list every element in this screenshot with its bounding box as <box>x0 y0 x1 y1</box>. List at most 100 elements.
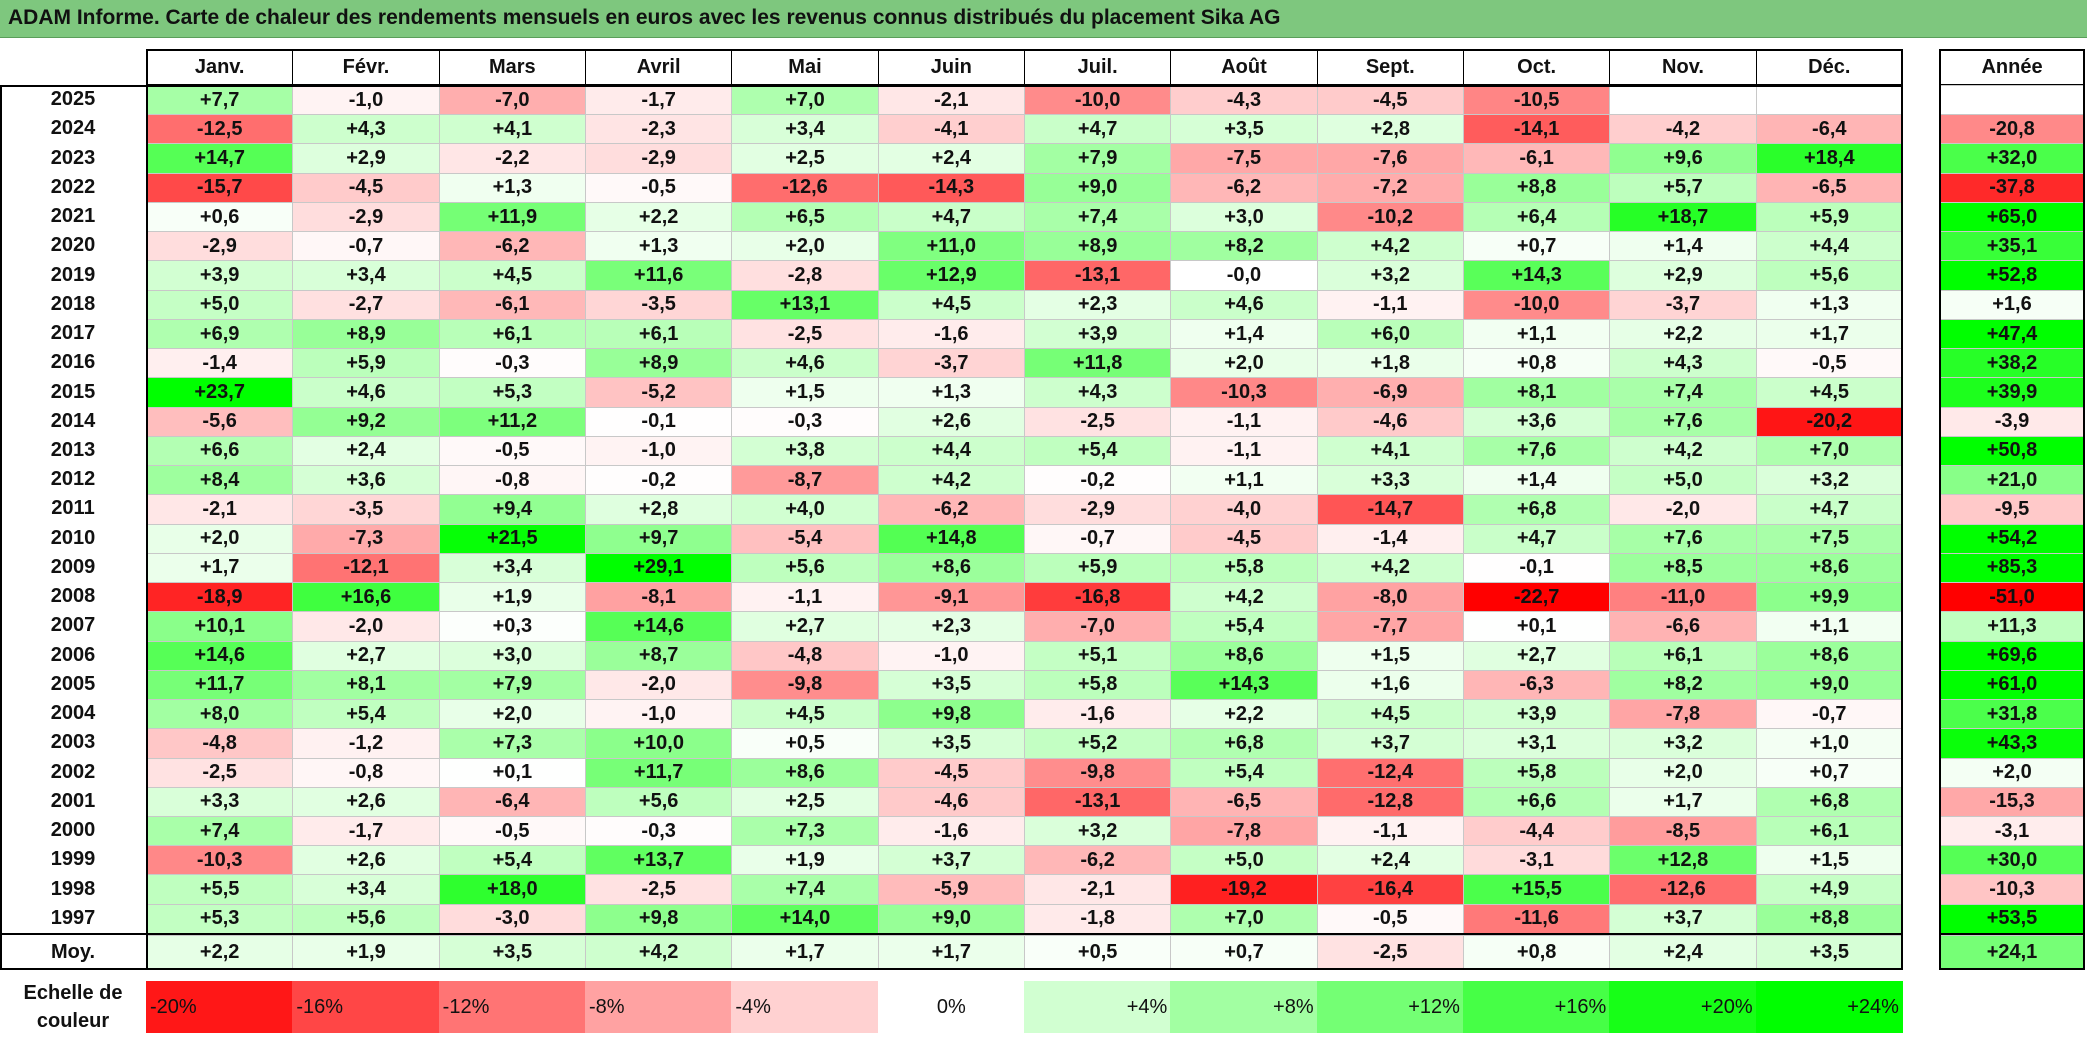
title-bar: ADAM Informe. Carte de chaleur des rende… <box>0 0 2087 38</box>
column-header: Août <box>1170 49 1318 85</box>
heatmap-cell: +3,4 <box>292 260 440 291</box>
heatmap-cell: -12,1 <box>292 552 440 584</box>
row-year-label: 2001 <box>50 789 96 812</box>
annual-cell: +65,0 <box>1939 201 2085 233</box>
heatmap-cell: +6,1 <box>584 318 733 350</box>
heatmap-cell: +5,8 <box>1023 669 1172 701</box>
annual-cell: -3,9 <box>1939 406 2085 437</box>
heatmap-cell: +5,9 <box>292 348 440 379</box>
annual-cell: +53,5 <box>1939 903 2085 934</box>
annual-cell: +85,3 <box>1939 552 2085 584</box>
heatmap-cell: -2,7 <box>292 289 440 320</box>
heatmap-cell: -1,6 <box>877 816 1025 847</box>
heatmap-cell: +1,1 <box>1755 611 1903 642</box>
heatmap-cell: +9,4 <box>438 494 586 525</box>
heatmap-cell: -4,6 <box>1316 406 1464 437</box>
heatmap-cell: -1,8 <box>1023 903 1172 934</box>
heatmap-cell: +5,3 <box>438 377 586 408</box>
heatmap-cell: +18,0 <box>438 874 586 905</box>
row-year-label: 2019 <box>50 263 96 286</box>
annual-cell: +43,3 <box>1939 728 2085 759</box>
heatmap-cell: +3,5 <box>877 728 1025 759</box>
color-scale-step: +12% <box>1316 981 1464 1033</box>
color-scale-step: +20% <box>1609 981 1757 1033</box>
row-year-label: 1998 <box>50 877 96 900</box>
average-cell: +0,7 <box>1170 935 1318 969</box>
heatmap-cell: -5,2 <box>584 377 733 408</box>
heatmap-cell: -6,6 <box>1609 611 1757 642</box>
column-header: Juin <box>877 49 1025 85</box>
heatmap-cell: -13,1 <box>1023 786 1172 817</box>
heatmap-cell: +14,6 <box>584 611 733 642</box>
row-year-label: 2005 <box>50 672 96 695</box>
heatmap-cell: +2,2 <box>1609 318 1757 350</box>
heatmap-cell: +0,8 <box>1462 348 1611 379</box>
heatmap-cell: +8,6 <box>877 552 1025 584</box>
heatmap-cell: +4,7 <box>1462 523 1611 554</box>
average-row-label: Moy. <box>50 940 96 963</box>
heatmap-cell: +4,1 <box>1316 435 1464 467</box>
heatmap-cell: +3,5 <box>1170 114 1318 145</box>
heatmap-cell: -1,6 <box>1023 699 1172 730</box>
heatmap-cell: +8,0 <box>146 699 294 730</box>
heatmap-cell: +5,9 <box>1755 201 1903 233</box>
heatmap-cell: -22,7 <box>1462 582 1611 613</box>
heatmap-cell: -7,6 <box>1316 143 1464 174</box>
heatmap-cell: +4,6 <box>731 348 879 379</box>
annual-cell: +2,0 <box>1939 757 2085 788</box>
heatmap-cell: +7,0 <box>1755 435 1903 467</box>
column-header: Sept. <box>1316 49 1464 85</box>
heatmap-cell: +1,7 <box>1609 786 1757 817</box>
heatmap-cell: -2,1 <box>146 494 294 525</box>
heatmap-cell: -2,0 <box>1609 494 1757 525</box>
heatmap-cell: +3,3 <box>146 786 294 817</box>
heatmap-cell: +4,9 <box>1755 874 1903 905</box>
heatmap-cell: -6,2 <box>1170 172 1318 203</box>
row-year-label: 2022 <box>50 175 96 198</box>
row-year-label: 2002 <box>50 760 96 783</box>
heatmap-cell: +1,8 <box>1316 348 1464 379</box>
color-scale-step: +8% <box>1170 981 1318 1033</box>
heatmap-cell: +6,5 <box>731 201 879 233</box>
annual-cell <box>1939 85 2085 116</box>
heatmap-cell: +21,5 <box>438 523 586 554</box>
heatmap-cell: +6,8 <box>1755 786 1903 817</box>
heatmap-cell: +5,2 <box>1023 728 1172 759</box>
heatmap-cell: +4,2 <box>1609 435 1757 467</box>
heatmap-cell: -6,1 <box>438 289 586 320</box>
heatmap-cell: -2,9 <box>584 143 733 174</box>
heatmap-cell: -7,5 <box>1170 143 1318 174</box>
heatmap-cell: +4,3 <box>292 114 440 145</box>
heatmap-cell: -12,5 <box>146 114 294 145</box>
heatmap-cell: +8,2 <box>1609 669 1757 701</box>
heatmap-cell: +8,9 <box>1023 231 1172 262</box>
heatmap-cell: -3,0 <box>438 903 586 934</box>
heatmap-cell: +1,3 <box>584 231 733 262</box>
heatmap-cell: -6,5 <box>1170 786 1318 817</box>
heatmap-cell: +9,0 <box>877 903 1025 934</box>
heatmap-cell: -1,1 <box>1170 435 1318 467</box>
heatmap-cell: +10,0 <box>584 728 733 759</box>
heatmap-cell: +0,1 <box>438 757 586 788</box>
heatmap-cell: -2,3 <box>584 114 733 145</box>
heatmap-cell: +1,5 <box>731 377 879 408</box>
heatmap-cell: -7,0 <box>1023 611 1172 642</box>
column-header: Mars <box>438 49 586 85</box>
heatmap-cell: +6,8 <box>1170 728 1318 759</box>
heatmap-cell: -2,9 <box>1023 494 1172 525</box>
heatmap-cell: -4,0 <box>1170 494 1318 525</box>
heatmap-cell: +5,6 <box>292 903 440 934</box>
heatmap-cell <box>1609 85 1757 116</box>
heatmap-cell: +5,6 <box>731 552 879 584</box>
heatmap-cell: +18,7 <box>1609 201 1757 233</box>
heatmap-cell: +9,2 <box>292 406 440 437</box>
row-year-label: 2018 <box>50 292 96 315</box>
heatmap-cell: +4,5 <box>731 699 879 730</box>
heatmap-cell: +4,2 <box>1316 231 1464 262</box>
heatmap-cell: +7,7 <box>146 85 294 116</box>
heatmap-cell: -19,2 <box>1170 874 1318 905</box>
heatmap-cell: +4,5 <box>1755 377 1903 408</box>
heatmap-cell: -18,9 <box>146 582 294 613</box>
average-cell: +1,9 <box>292 935 440 969</box>
heatmap-cell: +8,6 <box>1170 640 1318 671</box>
